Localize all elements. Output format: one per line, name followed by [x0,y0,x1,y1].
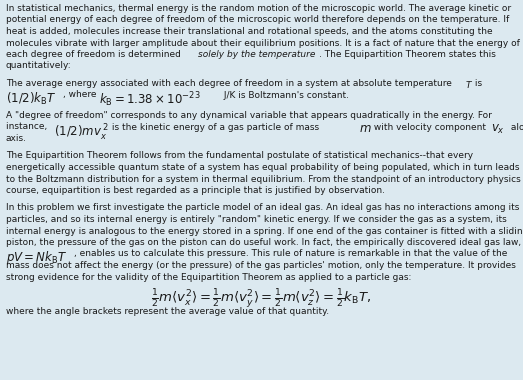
Text: quantitatively:: quantitatively: [6,62,72,71]
Text: . The Equipartition Theorem states this: . The Equipartition Theorem states this [319,50,496,59]
Text: In this problem we first investigate the particle model of an ideal gas. An idea: In this problem we first investigate the… [6,204,519,212]
Text: , enables us to calculate this pressure. This rule of nature is remarkable in th: , enables us to calculate this pressure.… [74,250,507,258]
Text: potential energy of each degree of freedom of the microscopic world therefore de: potential energy of each degree of freed… [6,16,509,24]
Text: The Equipartition Theorem follows from the fundamental postulate of statistical : The Equipartition Theorem follows from t… [6,152,473,160]
Text: piston, the pressure of the gas on the piston can do useful work. In fact, the e: piston, the pressure of the gas on the p… [6,238,521,247]
Text: $k_\mathrm{B} = 1.38 \times 10^{-23}$: $k_\mathrm{B} = 1.38 \times 10^{-23}$ [99,90,200,109]
Text: J/K is Boltzmann's constant.: J/K is Boltzmann's constant. [221,90,349,100]
Text: , where: , where [63,90,99,100]
Text: to the Boltzmann distribution for a system in thermal equilibrium. From the stan: to the Boltzmann distribution for a syst… [6,174,521,184]
Text: where the angle brackets represent the average value of that quantity.: where the angle brackets represent the a… [6,307,329,315]
Text: $m$: $m$ [359,122,372,136]
Text: A "degree of freedom" corresponds to any dynamical variable that appears quadrat: A "degree of freedom" corresponds to any… [6,111,492,120]
Text: energetically accessible quantum state of a system has equal probability of bein: energetically accessible quantum state o… [6,163,519,172]
Text: The average energy associated with each degree of freedom in a system at absolut: The average energy associated with each … [6,79,455,88]
Text: is the kinetic energy of a gas particle of mass: is the kinetic energy of a gas particle … [109,122,322,131]
Text: particles, and so its internal energy is entirely "random" kinetic energy. If we: particles, and so its internal energy is… [6,215,507,224]
Text: axis.: axis. [6,134,27,143]
Text: $\frac{1}{2}m\langle v_x^2\rangle = \frac{1}{2}m\langle v_y^2\rangle = \frac{1}{: $\frac{1}{2}m\langle v_x^2\rangle = \fra… [152,287,371,310]
Text: solely by the temperature: solely by the temperature [198,50,315,59]
Text: heat is added, molecules increase their translational and rotational speeds, and: heat is added, molecules increase their … [6,27,493,36]
Text: In statistical mechanics, thermal energy is the random motion of the microscopic: In statistical mechanics, thermal energy… [6,4,511,13]
Text: $(1/2)k_\mathrm{B}T$: $(1/2)k_\mathrm{B}T$ [6,90,56,107]
Text: internal energy is analogous to the energy stored in a spring. If one end of the: internal energy is analogous to the ener… [6,226,523,236]
Text: mass does not affect the energy (or the pressure) of the gas particles' motion, : mass does not affect the energy (or the … [6,261,516,270]
Text: $pV = Nk_\mathrm{B}T$: $pV = Nk_\mathrm{B}T$ [6,250,67,266]
Text: strong evidence for the validity of the Equipartition Theorem as applied to a pa: strong evidence for the validity of the … [6,272,412,282]
Text: $(1/2)mv_x^{\,2}$: $(1/2)mv_x^{\,2}$ [54,122,108,142]
Text: course, equipartition is best regarded as a principle that is justified by obser: course, equipartition is best regarded a… [6,186,385,195]
Text: along the: along the [508,122,523,131]
Text: is: is [472,79,482,88]
Text: instance,: instance, [6,122,50,131]
Text: each degree of freedom is determined: each degree of freedom is determined [6,50,184,59]
Text: with velocity component: with velocity component [371,122,489,131]
Text: molecules vibrate with larger amplitude about their equilibrium positions. It is: molecules vibrate with larger amplitude … [6,38,520,48]
Text: $T$: $T$ [465,79,473,90]
Text: $v_x$: $v_x$ [491,122,505,136]
